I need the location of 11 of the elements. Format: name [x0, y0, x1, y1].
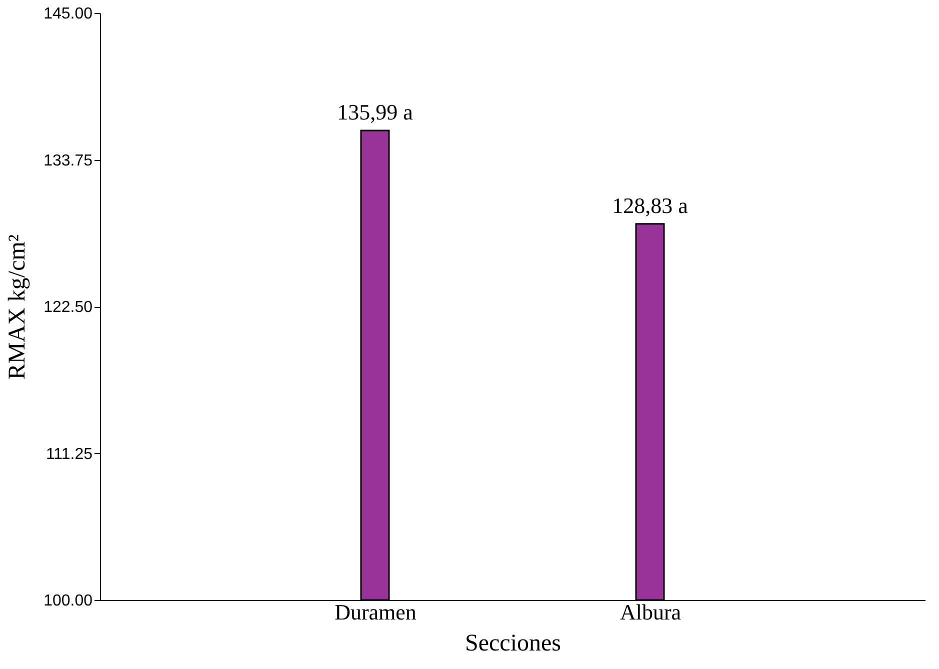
data-label: 128,83 a [612, 192, 688, 218]
y-tick-label: 111.25 [46, 446, 93, 463]
x-tick-label: Duramen [334, 600, 416, 624]
y-tick-label: 122.50 [44, 299, 93, 316]
data-label: 135,99 a [337, 100, 414, 125]
x-axis-title: Secciones [465, 630, 561, 656]
x-tick-label: Albura [620, 600, 682, 624]
y-tick-label: 100.00 [44, 592, 93, 610]
y-axis-title: RMAX kg/cm² [4, 234, 31, 380]
y-tick-label: 133.75 [44, 152, 93, 170]
y-tick-label: 145.00 [44, 6, 93, 22]
